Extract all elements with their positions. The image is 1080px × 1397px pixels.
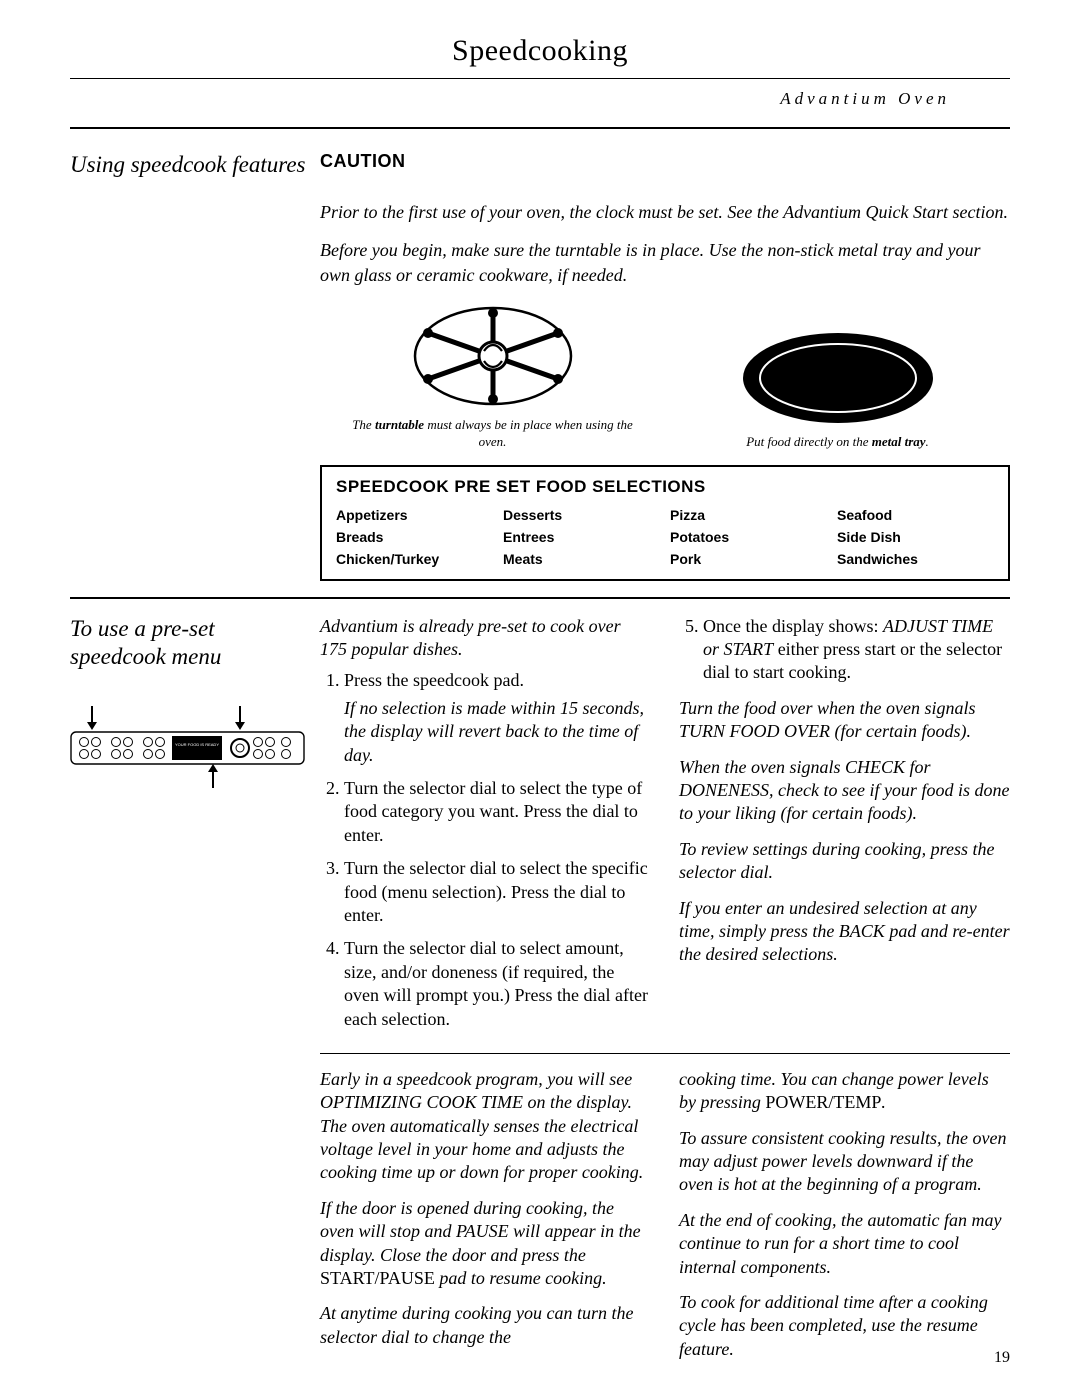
turntable-icon xyxy=(408,301,578,411)
note: To cook for additional time after a cook… xyxy=(679,1291,1010,1361)
table-cell: Chicken/Turkey xyxy=(336,551,493,567)
step: Turn the selector dial to select the spe… xyxy=(344,857,651,927)
intro-para: Before you begin, make sure the turntabl… xyxy=(320,238,1010,287)
figure-caption: The turntable must always be in place wh… xyxy=(337,417,648,451)
control-panel-figure: YOUR FOOD IS READY xyxy=(70,702,310,792)
table-cell: Sandwiches xyxy=(837,551,994,567)
note: If the door is opened during cooking, th… xyxy=(320,1197,651,1291)
rule xyxy=(70,597,1010,599)
step: Once the display shows: ADJUST TIME or S… xyxy=(703,615,1010,685)
step: Turn the selector dial to select amount,… xyxy=(344,937,651,1031)
figure-caption: Put food directly on the metal tray. xyxy=(682,434,993,451)
caution-heading: CAUTION xyxy=(320,151,1010,172)
step: Press the speedcook pad. If no selection… xyxy=(344,669,651,767)
rule xyxy=(70,127,1010,129)
table-cell: Appetizers xyxy=(336,507,493,523)
intro-para: Prior to the first use of your oven, the… xyxy=(320,200,1010,224)
note: At the end of cooking, the automatic fan… xyxy=(679,1209,1010,1279)
rule xyxy=(70,78,1010,79)
table-cell: Meats xyxy=(503,551,660,567)
table-cell: Side Dish xyxy=(837,529,994,545)
table-cell: Pork xyxy=(670,551,827,567)
section-using-speedcook: Using speedcook features CAUTION Prior t… xyxy=(70,151,1010,581)
note: To assure consistent cooking results, th… xyxy=(679,1127,1010,1197)
para: If you enter an undesired selection at a… xyxy=(679,897,1010,967)
table-cell: Breads xyxy=(336,529,493,545)
section-use-preset: To use a pre-set speedcook menu xyxy=(70,615,1010,1362)
lead: Advantium is already pre-set to cook ove… xyxy=(320,615,651,662)
sidehead: Using speedcook features xyxy=(70,151,320,581)
para: When the oven signals CHECK for DONENESS… xyxy=(679,756,1010,826)
figure-turntable: The turntable must always be in place wh… xyxy=(337,301,648,451)
note: cooking time. You can change power level… xyxy=(679,1068,1010,1115)
table-cell: Desserts xyxy=(503,507,660,523)
para: Turn the food over when the oven signals… xyxy=(679,697,1010,744)
para: To review settings during cooking, press… xyxy=(679,838,1010,885)
svg-text:YOUR FOOD IS READY: YOUR FOOD IS READY xyxy=(175,742,219,747)
step: Turn the selector dial to select the typ… xyxy=(344,777,651,847)
preset-table: SPEEDCOOK PRE SET FOOD SELECTIONS Appeti… xyxy=(320,465,1010,581)
table-cell: Entrees xyxy=(503,529,660,545)
figure-metal-tray: Put food directly on the metal tray. xyxy=(682,328,993,451)
page-number: 19 xyxy=(994,1349,1010,1367)
table-title: SPEEDCOOK PRE SET FOOD SELECTIONS xyxy=(322,467,1008,507)
note: At anytime during cooking you can turn t… xyxy=(320,1302,651,1349)
table-cell: Potatoes xyxy=(670,529,827,545)
note: Early in a speedcook program, you will s… xyxy=(320,1068,651,1185)
rule xyxy=(320,1053,1010,1054)
table-cell: Pizza xyxy=(670,507,827,523)
table-cell: Seafood xyxy=(837,507,994,523)
subtitle: Advantium Oven xyxy=(70,89,1010,109)
sidehead: To use a pre-set speedcook menu xyxy=(70,615,320,1362)
chapter-title: Speedcooking xyxy=(70,34,1010,68)
tray-icon xyxy=(738,328,938,428)
